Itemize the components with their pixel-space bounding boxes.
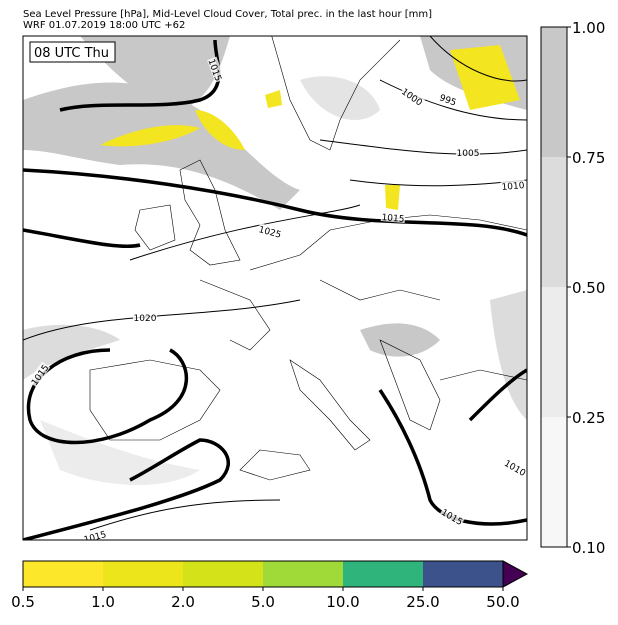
- colorbar-segment: [183, 561, 263, 587]
- contour-label: 1010: [501, 181, 525, 193]
- subtitle: WRF 01.07.2019 18:00 UTC +62: [23, 20, 185, 31]
- tick-label: 5.0: [251, 593, 275, 611]
- colorbar-segment: [541, 417, 567, 547]
- tick-label: 2.0: [171, 593, 195, 611]
- cloud-colorbar: 0.10 0.25 0.50 0.75 1.00: [540, 19, 605, 557]
- colorbar-segment: [23, 561, 103, 587]
- colorbar-segment: [343, 561, 423, 587]
- contour-label-bg: [502, 456, 527, 478]
- tick-label: 0.75: [572, 149, 605, 167]
- coastlines: [89, 36, 527, 481]
- colorbar-segment: [541, 287, 567, 417]
- colorbar-segment: [263, 561, 343, 587]
- tick-label: 0.10: [572, 539, 605, 557]
- contour-label-bg: [28, 361, 51, 388]
- colorbar-segment: [423, 561, 503, 587]
- colorbar-segment: [103, 561, 183, 587]
- colorbar-segment: [541, 157, 567, 287]
- colorbar-extend: [502, 560, 529, 588]
- contour-label-bg: [257, 223, 284, 239]
- tick-label: 0.25: [572, 409, 605, 427]
- title: Sea Level Pressure [hPa], Mid-Level Clou…: [23, 9, 432, 20]
- contour-label-bg: [380, 210, 406, 224]
- contour-label-bg: [439, 505, 466, 527]
- tick-label: 0.5: [11, 593, 35, 611]
- contour-label-bg: [500, 178, 526, 192]
- contour-label: 1005: [457, 149, 480, 159]
- precip-areas: [100, 45, 520, 210]
- tick-label: 1.00: [572, 19, 605, 37]
- map-frame: [22, 35, 528, 541]
- precip-colorbar: 0.5 1.0 2.0 5.0 10.0 25.0 50.0: [11, 560, 529, 611]
- tick-label: 1.0: [91, 593, 115, 611]
- tick-label: 10.0: [326, 593, 359, 611]
- contour-label-bg: [133, 312, 157, 322]
- isobars: [23, 36, 527, 540]
- tick-label: 50.0: [486, 593, 519, 611]
- contour-label: 1020: [134, 314, 157, 324]
- tick-label: 25.0: [406, 593, 439, 611]
- contour-label-bg: [399, 85, 426, 108]
- tick-label: 0.50: [572, 279, 605, 297]
- contour-label: 1015: [83, 530, 108, 546]
- contour-label-bg: [435, 90, 462, 108]
- time-box: [29, 41, 116, 63]
- contour-label: 1015: [381, 213, 405, 225]
- colorbar-segment: [541, 27, 567, 157]
- time-label: 08 UTC Thu: [34, 46, 109, 61]
- contour-label-bg: [81, 528, 108, 540]
- contour-label-bg: [207, 56, 225, 83]
- contour-label-bg: [456, 147, 480, 157]
